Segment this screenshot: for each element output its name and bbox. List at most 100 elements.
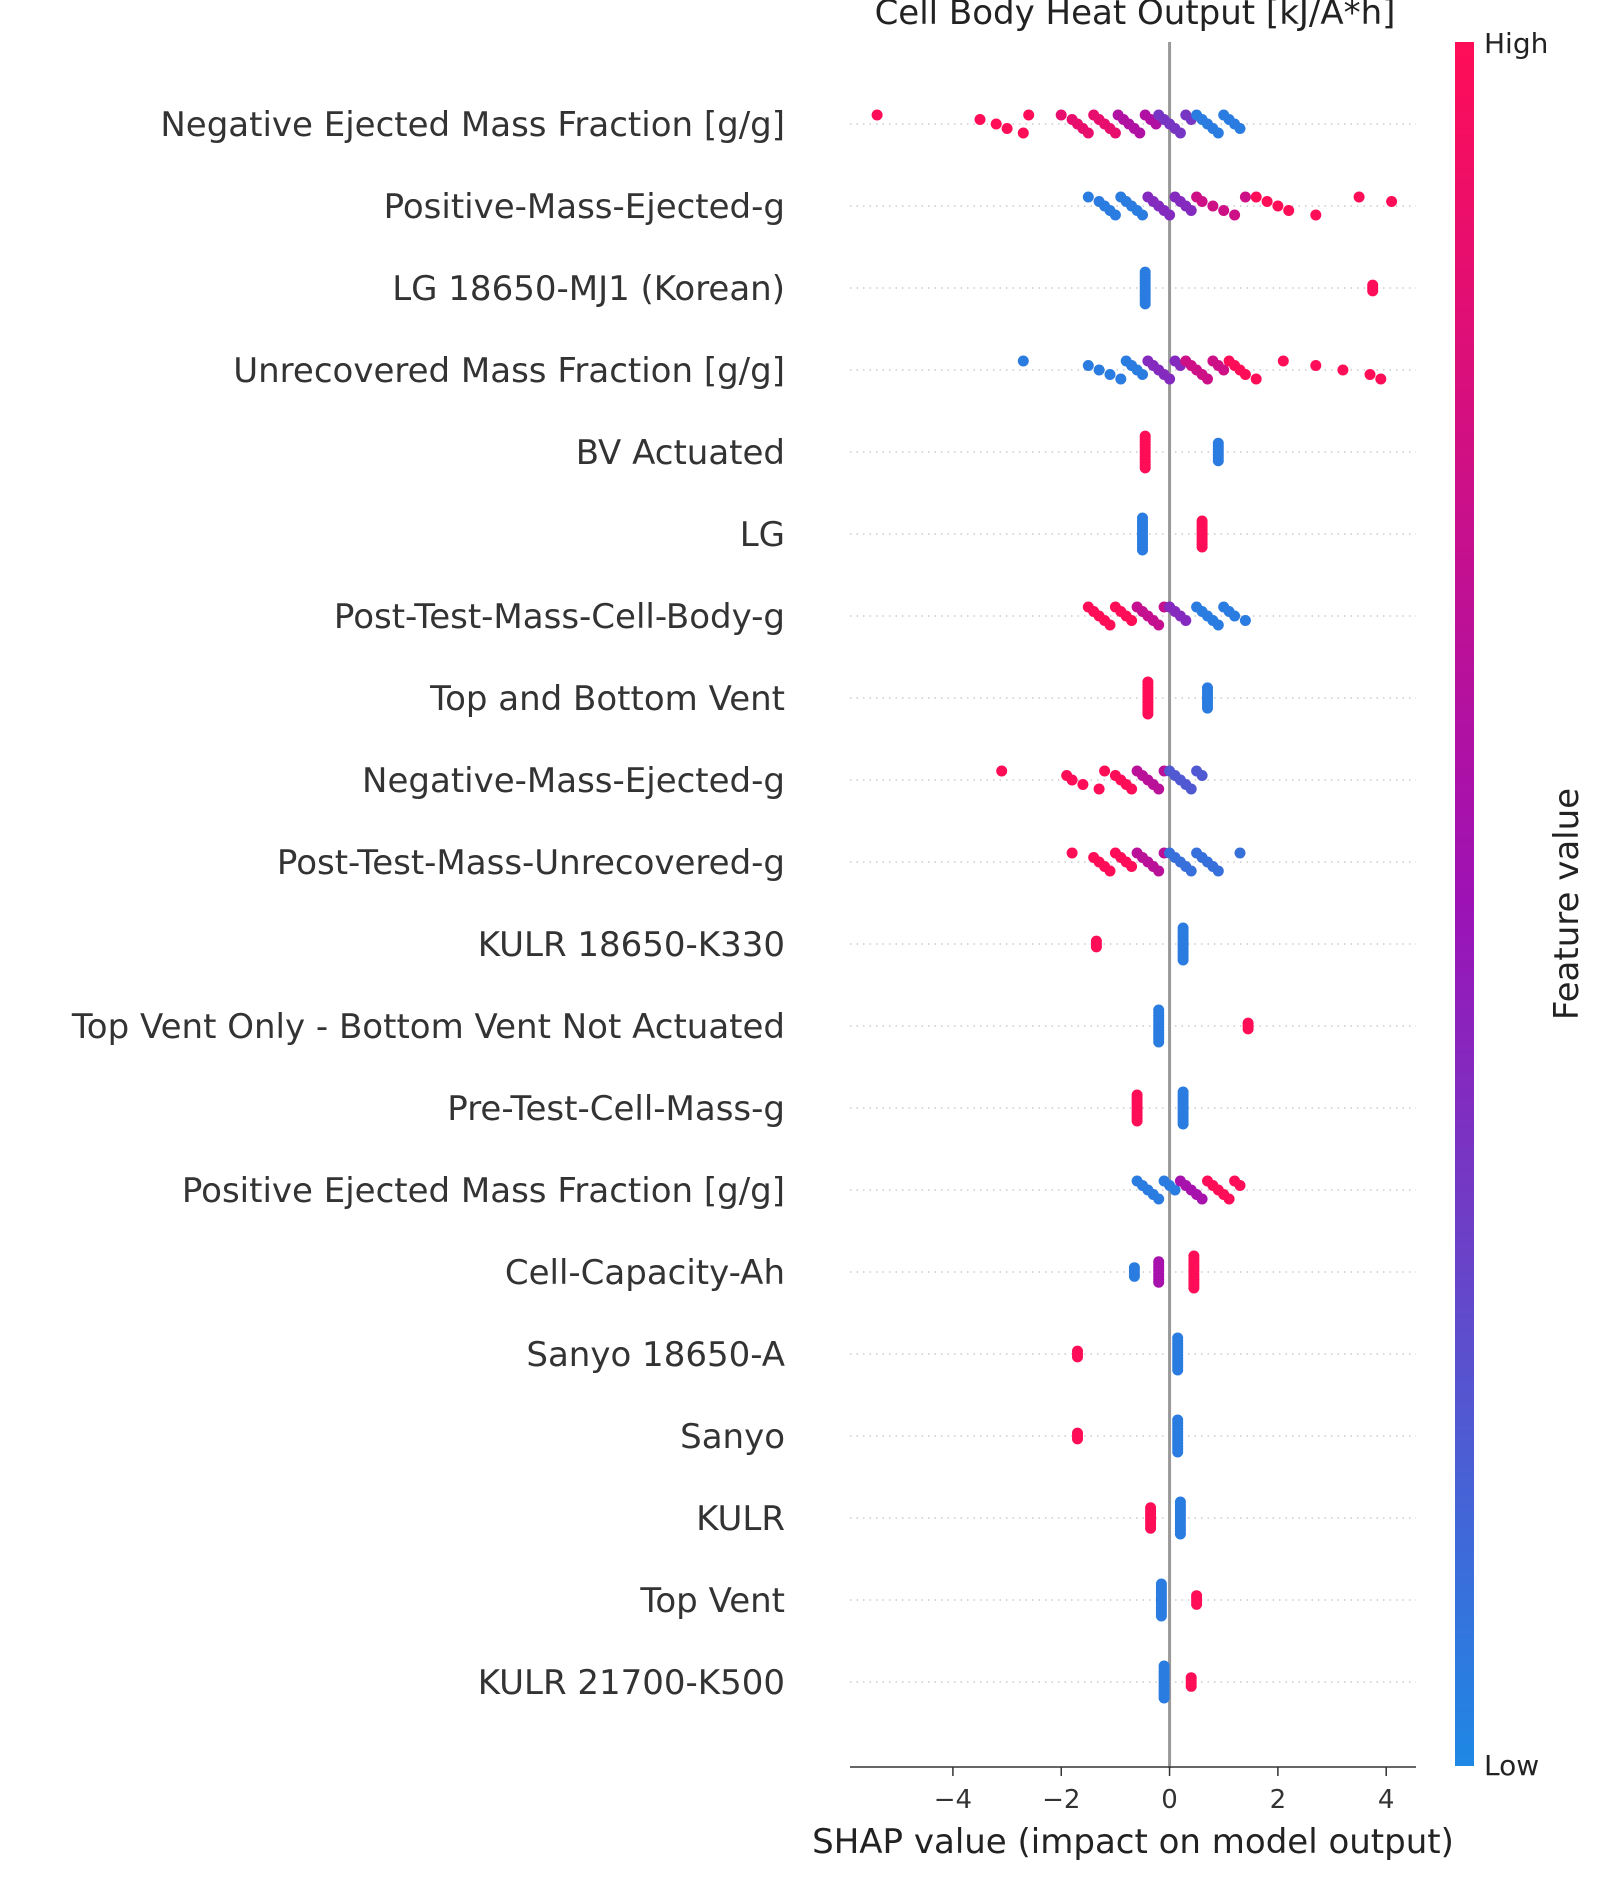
feature-label: KULR (696, 1499, 785, 1539)
shap-point (1218, 364, 1230, 376)
shap-point (1272, 200, 1284, 212)
feature-label: BV Actuated (576, 433, 785, 473)
shap-point (1188, 1282, 1200, 1294)
shap-point (871, 109, 883, 121)
shap-point (1234, 1180, 1246, 1191)
shap-point (1353, 191, 1365, 203)
shap-point (1196, 1193, 1208, 1205)
shap-point (1066, 774, 1078, 786)
shap-point (990, 118, 1002, 130)
shap-point (1367, 285, 1379, 297)
shap-point (1153, 1036, 1165, 1048)
feature-label: LG (740, 515, 785, 555)
shap-point (1239, 191, 1251, 203)
shap-point (1191, 1598, 1203, 1610)
shap-point (1150, 118, 1162, 130)
shap-point (1077, 779, 1089, 790)
shap-point (1174, 1528, 1186, 1540)
x-tick-label: 4 (1378, 1785, 1395, 1815)
shap-point (1234, 847, 1246, 859)
shap-point (1093, 364, 1105, 376)
shap-point (1090, 941, 1102, 953)
shap-point (1196, 196, 1208, 207)
shap-point (1017, 355, 1029, 367)
shap-point (1104, 619, 1116, 631)
shap-point (1277, 355, 1289, 367)
shap-point (1250, 191, 1262, 203)
shap-point (1212, 455, 1224, 467)
shap-point (996, 765, 1008, 777)
shap-point (1109, 209, 1121, 221)
shap-point (1137, 369, 1148, 380)
feature-label: Negative Ejected Mass Fraction [g/g] (160, 105, 785, 145)
shap-point (1082, 360, 1094, 371)
colorbar-high-label: High (1484, 27, 1548, 60)
x-tick-label: −4 (934, 1785, 972, 1815)
shap-point (1126, 615, 1138, 626)
shap-point (1164, 373, 1176, 385)
colorbar (1455, 42, 1474, 1766)
shap-point (1072, 1433, 1083, 1445)
shap-point (1153, 619, 1165, 631)
shap-point (1218, 205, 1230, 216)
shap-point (1023, 109, 1035, 121)
shap-point (1066, 847, 1078, 859)
colorbar-low-label: Low (1484, 1749, 1539, 1782)
shap-point (1185, 205, 1197, 216)
shap-point (1185, 783, 1197, 795)
chart-title: Cell Body Heat Output [kJ/A*h] (875, 0, 1396, 33)
feature-label: Negative-Mass-Ejected-g (362, 761, 785, 801)
shap-point (1202, 373, 1213, 385)
shap-point (1153, 783, 1165, 795)
shap-point (1142, 708, 1154, 720)
feature-label: Top Vent (639, 1581, 785, 1621)
shap-point (1202, 702, 1213, 714)
shap-point (1337, 364, 1349, 376)
x-tick-label: 2 (1270, 1785, 1287, 1815)
shap-point (1310, 360, 1322, 371)
shap-point (1082, 127, 1094, 139)
shap-point (1177, 954, 1189, 966)
feature-label: Top Vent Only - Bottom Vent Not Actuated (71, 1007, 785, 1047)
shap-point (1177, 1118, 1189, 1130)
shap-point (1234, 123, 1246, 134)
shap-point (1072, 1351, 1083, 1363)
x-tick-label: 0 (1161, 1785, 1178, 1815)
shap-point (1126, 861, 1138, 872)
shap-point (1137, 544, 1148, 556)
shap-point (1155, 1610, 1167, 1622)
shap-point (1242, 1023, 1254, 1035)
shap-point (1229, 209, 1241, 221)
shap-point (1261, 196, 1273, 207)
x-tick-label: −2 (1042, 1785, 1080, 1815)
shap-point (1364, 369, 1376, 380)
shap-point (1239, 615, 1251, 626)
feature-label: KULR 21700-K500 (478, 1663, 785, 1703)
shap-point (1212, 127, 1224, 139)
shap-point (1310, 209, 1322, 221)
x-axis-ticks: −4 −2 0 2 4 (934, 1767, 1395, 1815)
feature-label: Sanyo 18650-A (526, 1335, 785, 1375)
shap-point (1131, 1115, 1143, 1127)
shap-point (1001, 123, 1013, 134)
shap-points (871, 109, 1398, 1704)
shap-point (1104, 369, 1116, 380)
shap-point (974, 114, 986, 125)
shap-point (1174, 127, 1186, 139)
shap-point (1145, 1522, 1157, 1534)
shap-point (1185, 1680, 1197, 1692)
feature-label: Cell-Capacity-Ah (505, 1253, 785, 1293)
x-axis-title: SHAP value (impact on model output) (812, 1822, 1454, 1862)
shap-point (1223, 1193, 1235, 1205)
shap-point (1386, 196, 1398, 207)
shap-point (1375, 373, 1387, 385)
shap-point (1180, 615, 1192, 626)
feature-label: Top and Bottom Vent (429, 679, 785, 719)
shap-point (1139, 462, 1151, 474)
shap-point (1172, 1446, 1184, 1458)
shap-point (1137, 209, 1148, 221)
shap-point (1093, 783, 1105, 795)
shap-point (1139, 298, 1151, 310)
shap-point (1169, 1184, 1181, 1196)
